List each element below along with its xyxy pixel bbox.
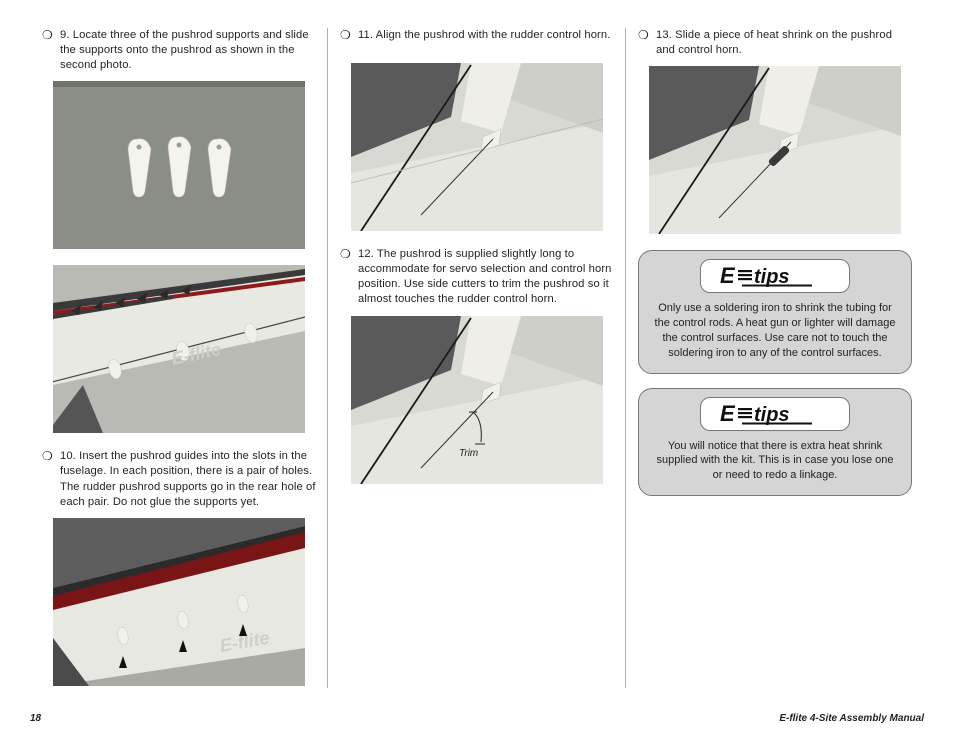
- tip-box-2: E tips You will notice that there is ext…: [638, 388, 912, 497]
- trim-annotation: Trim: [459, 448, 478, 459]
- photo-step9b: E-flite: [53, 265, 305, 433]
- photo-step9a: [53, 81, 305, 249]
- step-9-text: 9. Locate three of the pushrod supports …: [60, 28, 316, 73]
- page-number: 18: [30, 713, 41, 724]
- etips-logo: E tips: [700, 397, 850, 431]
- tip-1-text: Only use a soldering iron to shrink the …: [651, 301, 899, 360]
- step-12: ❍ 12. The pushrod is supplied slightly l…: [340, 247, 614, 307]
- column-left: ❍ 9. Locate three of the pushrod support…: [30, 28, 328, 688]
- svg-text:E: E: [720, 402, 736, 426]
- checkbox-icon: ❍: [638, 28, 650, 42]
- column-center: ❍ 11. Align the pushrod with the rudder …: [328, 28, 626, 688]
- page-footer: 18 E-flite 4-Site Assembly Manual: [30, 713, 924, 724]
- step-13: ❍ 13. Slide a piece of heat shrink on th…: [638, 28, 912, 58]
- photo-step11: [351, 63, 603, 231]
- tip-box-1: E tips Only use a soldering iron to shri…: [638, 250, 912, 373]
- step-11: ❍ 11. Align the pushrod with the rudder …: [340, 28, 614, 43]
- step-12-text: 12. The pushrod is supplied slightly lon…: [358, 247, 614, 307]
- manual-title: E-flite 4-Site Assembly Manual: [779, 713, 924, 724]
- step-10: ❍ 10. Insert the pushrod guides into the…: [42, 449, 316, 509]
- step-11-text: 11. Align the pushrod with the rudder co…: [358, 28, 614, 43]
- svg-text:E: E: [720, 264, 736, 288]
- photo-step10: E-flite: [53, 518, 305, 686]
- step-9: ❍ 9. Locate three of the pushrod support…: [42, 28, 316, 73]
- checkbox-icon: ❍: [340, 28, 352, 42]
- etips-logo: E tips: [700, 259, 850, 293]
- checkbox-icon: ❍: [42, 28, 54, 42]
- step-13-text: 13. Slide a piece of heat shrink on the …: [656, 28, 912, 58]
- checkbox-icon: ❍: [42, 449, 54, 463]
- column-right: ❍ 13. Slide a piece of heat shrink on th…: [626, 28, 924, 688]
- photo-step13: [649, 66, 901, 234]
- checkbox-icon: ❍: [340, 247, 352, 261]
- step-10-text: 10. Insert the pushrod guides into the s…: [60, 449, 316, 509]
- tip-2-text: You will notice that there is extra heat…: [651, 439, 899, 484]
- photo-step12: Trim: [351, 316, 603, 484]
